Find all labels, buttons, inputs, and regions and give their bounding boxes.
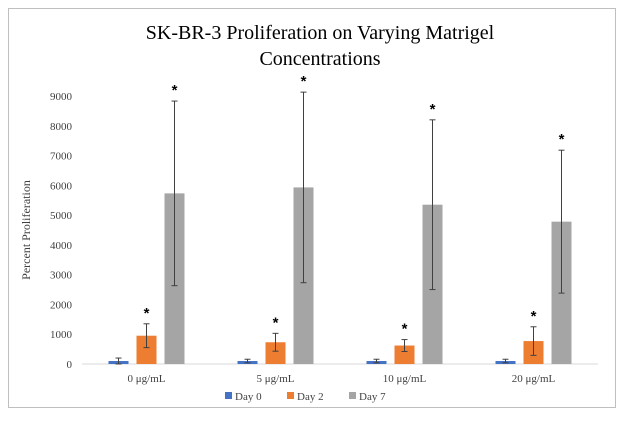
significance-marker: * — [172, 82, 178, 99]
y-tick-label: 8000 — [50, 121, 73, 133]
y-tick-label: 6000 — [50, 180, 73, 192]
bar-day-2 — [394, 345, 415, 364]
y-tick-label: 7000 — [50, 151, 73, 163]
y-tick-label: 1000 — [50, 329, 73, 341]
significance-marker: * — [430, 101, 436, 118]
x-tick-label: 10 μg/mL — [383, 373, 427, 385]
chart-title: SK-BR-3 Proliferation on Varying Matrige… — [145, 22, 495, 70]
y-tick-label: 5000 — [50, 210, 73, 222]
legend-swatch — [287, 392, 294, 399]
legend-label: Day 7 — [359, 391, 386, 403]
significance-marker: * — [402, 321, 408, 338]
legend-swatch — [349, 392, 356, 399]
y-axis-label: Percent Proliferation — [19, 180, 33, 280]
y-tick-label: 9000 — [50, 91, 73, 103]
legend-label: Day 0 — [235, 391, 262, 403]
x-tick-label: 5 μg/mL — [257, 373, 295, 385]
bar-day-2 — [265, 342, 286, 364]
y-tick-label: 4000 — [50, 240, 73, 252]
legend-label: Day 2 — [297, 391, 324, 403]
legend-swatch — [225, 392, 232, 399]
x-tick-label: 0 μg/mL — [128, 373, 166, 385]
significance-marker: * — [273, 314, 279, 331]
significance-marker: * — [301, 73, 307, 90]
significance-marker: * — [531, 308, 537, 325]
significance-marker: * — [144, 305, 150, 322]
bar-day-2 — [136, 335, 157, 364]
y-tick-label: 3000 — [50, 270, 73, 282]
y-tick-label: 0 — [67, 359, 73, 371]
x-tick-label: 20 μg/mL — [512, 373, 556, 385]
y-tick-label: 2000 — [50, 299, 73, 311]
significance-marker: * — [559, 131, 565, 148]
